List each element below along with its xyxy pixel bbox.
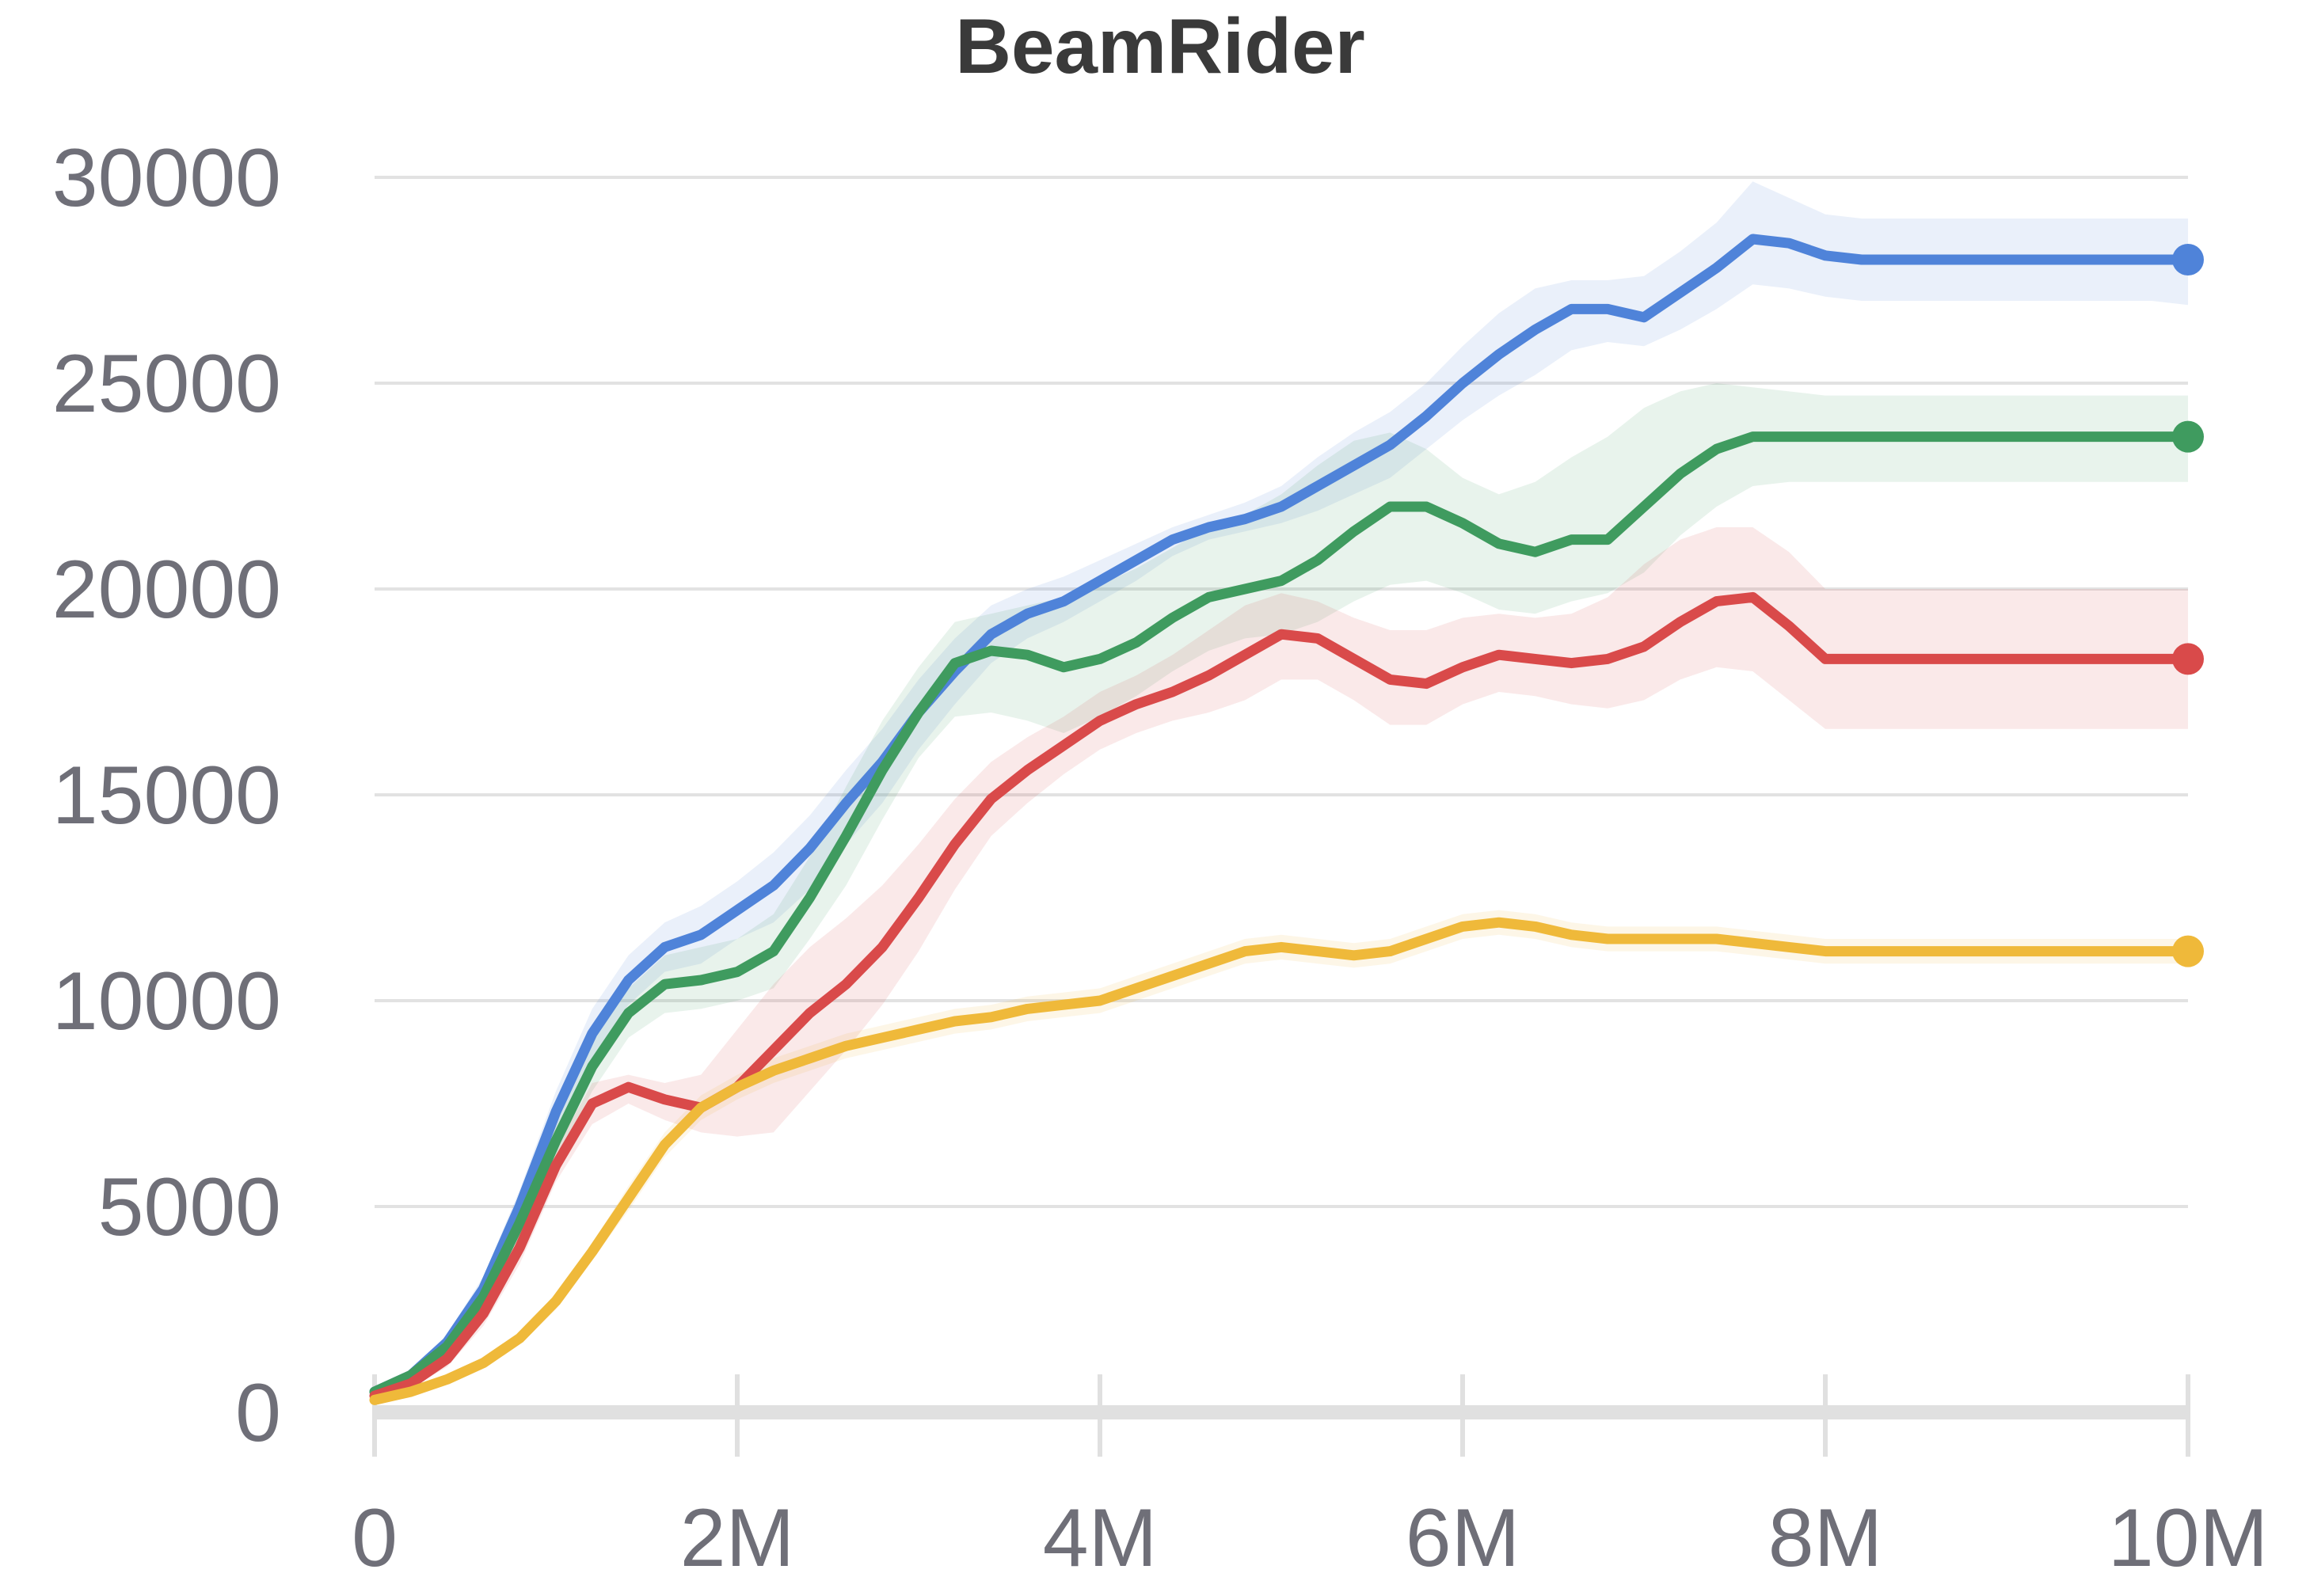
series-0-end-marker	[2172, 244, 2204, 276]
y-tick-label: 15000	[52, 750, 281, 842]
series-3-band	[375, 910, 2188, 1402]
series-1-line	[369, 431, 2194, 1397]
series-1-band	[375, 383, 2188, 1396]
series-2-end-marker	[2172, 643, 2204, 675]
confidence-bands	[375, 181, 2188, 1402]
x-tick-label: 0	[352, 1492, 398, 1584]
gridlines	[375, 176, 2188, 1208]
x-tick-label: 8M	[1768, 1492, 1882, 1584]
series-3-end-marker	[2172, 935, 2204, 967]
series-2-band	[375, 527, 2188, 1400]
series-0-line	[369, 234, 2194, 1397]
series-1-end-marker	[2172, 420, 2204, 453]
x-axis: 0 2M 4M 6M 8M 10M	[352, 1374, 2268, 1584]
x-tick-label: 10M	[2108, 1492, 2268, 1584]
series-lines	[369, 234, 2194, 1405]
series-3-line	[369, 917, 2194, 1405]
y-tick-label: 10000	[52, 956, 281, 1047]
y-axis-ticks: 0 5000 10000 15000 20000 25000 30000	[52, 132, 281, 1459]
x-tick-label: 2M	[680, 1492, 794, 1584]
x-tick-label: 4M	[1043, 1492, 1157, 1584]
y-tick-label: 20000	[52, 544, 281, 636]
x-tick-label: 6M	[1406, 1492, 1520, 1584]
series-2-line	[369, 591, 2194, 1401]
series-0-band	[375, 181, 2188, 1396]
y-tick-label: 25000	[52, 338, 281, 430]
y-tick-label: 5000	[98, 1161, 281, 1253]
endpoint-markers	[2172, 244, 2204, 967]
y-tick-label: 30000	[52, 132, 281, 224]
y-tick-label: 0	[235, 1367, 281, 1459]
chart-title: BeamRider	[955, 2, 1364, 89]
